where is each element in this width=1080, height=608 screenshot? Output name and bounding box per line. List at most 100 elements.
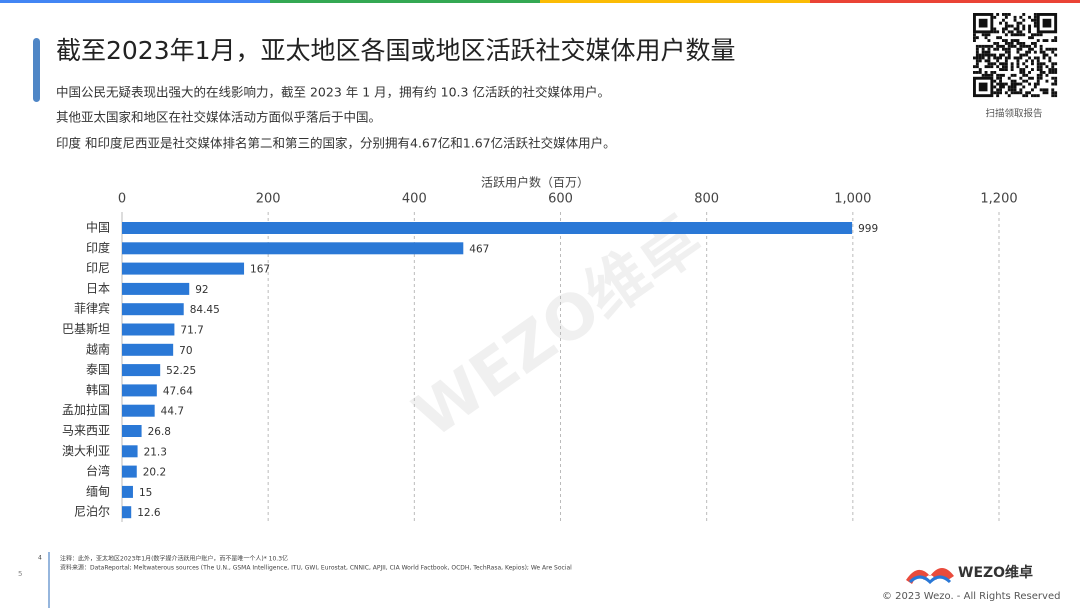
qr-cell [1013, 88, 1017, 92]
qr-cell [978, 68, 982, 71]
qr-cell [1025, 50, 1029, 54]
qr-cell [1004, 15, 1008, 19]
qr-cell [1007, 76, 1011, 80]
qr-cell [1031, 68, 1034, 71]
qr-cell [1042, 56, 1046, 60]
qr-cell [1042, 53, 1046, 57]
qr-cell [1031, 94, 1034, 98]
qr-cell [1033, 42, 1037, 45]
qr-cell [984, 44, 988, 48]
bar [122, 282, 190, 295]
qr-cell [1025, 94, 1029, 98]
bar [122, 222, 853, 234]
y-tick-label: 澳大利亚 [62, 444, 110, 458]
qr-cell [1022, 42, 1026, 45]
qr-cell [1048, 56, 1052, 60]
watermark: WEZO维卓 [400, 201, 714, 451]
qr-cell [993, 42, 997, 45]
qr-cell [1028, 30, 1031, 34]
qr-cell [1028, 76, 1031, 80]
qr-cell [1048, 68, 1052, 71]
qr-cell [1019, 76, 1023, 80]
qr-cell [1028, 56, 1031, 60]
bar [122, 404, 155, 417]
qr-finder [973, 76, 994, 98]
y-tick-label: 缅甸 [86, 484, 110, 498]
qr-cell [999, 76, 1002, 80]
qr-cell [1042, 62, 1046, 66]
qr-cell [1031, 42, 1034, 45]
qr-cell [1013, 33, 1017, 37]
top-stripe [540, 0, 810, 3]
qr-cell [1010, 33, 1014, 37]
qr-cell [999, 82, 1002, 86]
qr-cell [1028, 24, 1031, 28]
qr-cell [1019, 68, 1023, 71]
qr-cell [1016, 21, 1020, 25]
qr-cell [1028, 82, 1031, 86]
qr-cell [1051, 47, 1055, 51]
qr-cell [1016, 33, 1020, 37]
footnote: 注释：此外，亚太地区2023年1月(数字媒介活跃用户账户，而不是唯一个人)* 1… [60, 555, 288, 563]
qr-cell [1004, 47, 1008, 51]
qr-cell [973, 39, 976, 42]
qr-cell [996, 94, 1000, 98]
qr-cell [1013, 18, 1017, 22]
value-label: 44.7 [161, 406, 184, 418]
value-label: 71.7 [180, 325, 203, 337]
qr-cell [996, 91, 1000, 95]
qr-cell [1010, 65, 1014, 69]
qr-cell [987, 73, 991, 77]
qr-cell [973, 65, 976, 69]
bar [122, 262, 245, 275]
qr-cell [1028, 91, 1031, 95]
qr-cell [996, 56, 1000, 60]
qr-cell [978, 44, 982, 48]
copyright: © 2023 Wezo. - All Rights Reserved [882, 591, 1060, 602]
qr-cell [987, 44, 991, 48]
qr-cell [1054, 62, 1058, 66]
qr-cell [1013, 39, 1017, 42]
qr-cell [975, 56, 979, 60]
qr-cell [996, 44, 1000, 48]
qr-cell [975, 50, 979, 54]
qr-cell [1013, 85, 1017, 89]
qr-cell [984, 73, 988, 77]
qr-cell [1010, 30, 1014, 34]
qr-cell [1036, 62, 1040, 66]
qr-cell [1054, 79, 1058, 83]
qr-cell [1004, 39, 1008, 42]
qr-cell [1002, 44, 1005, 48]
qr-cell [996, 82, 1000, 86]
qr-cell [1007, 50, 1011, 54]
y-tick-label: 巴基斯坦 [62, 322, 110, 336]
qr-cell [1025, 59, 1029, 63]
qr-cell [1036, 33, 1040, 37]
qr-cell [1002, 47, 1005, 51]
qr-cell [1019, 47, 1023, 51]
qr-cell [990, 44, 994, 48]
qr-cell [1033, 24, 1037, 28]
qr-cell [999, 56, 1002, 60]
qr-cell [1007, 94, 1011, 98]
qr-finder [1042, 18, 1052, 28]
qr-cell [1013, 15, 1017, 19]
qr-cell [981, 53, 985, 57]
qr-cell [1054, 53, 1058, 57]
qr-cell [1025, 79, 1029, 83]
qr-cell [1002, 39, 1005, 42]
qr-cell [1007, 85, 1011, 89]
qr-cell [1054, 71, 1058, 74]
qr-finder [973, 12, 994, 34]
qr-cell [996, 65, 1000, 69]
qr-cell [1028, 47, 1031, 51]
qr-cell [1002, 53, 1005, 57]
qr-caption: 扫描领取报告 [985, 108, 1042, 120]
qr-cell [1022, 68, 1026, 71]
qr-cell [1051, 39, 1055, 42]
qr-cell [984, 33, 988, 37]
qr-cell [1039, 71, 1043, 74]
qr-cell [1033, 56, 1037, 60]
qr-cell [1033, 50, 1037, 54]
